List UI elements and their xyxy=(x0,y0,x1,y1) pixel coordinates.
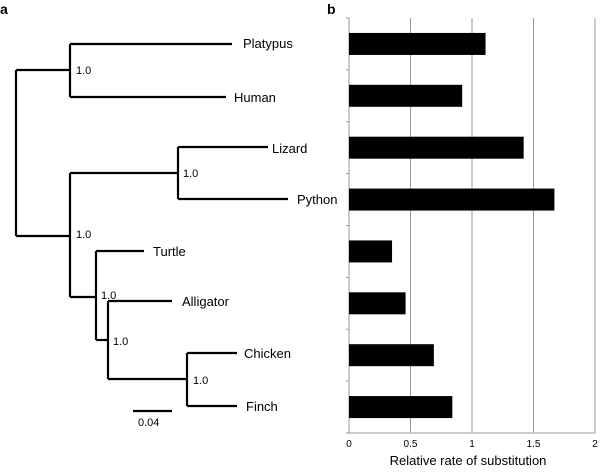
bar-turtle xyxy=(349,240,393,263)
support-value-mammals: 1.0 xyxy=(76,65,91,77)
x-axis-title: Relative rate of substitution xyxy=(390,453,547,468)
x-tick-label: 0 xyxy=(346,439,352,450)
support-value-birds: 1.0 xyxy=(193,375,208,387)
taxon-label-alligator: Alligator xyxy=(182,294,230,309)
bar-python xyxy=(349,188,555,211)
bar-chicken xyxy=(349,344,434,367)
x-ticks: 0 0.5 1 1.5 2 xyxy=(346,439,598,450)
panel-b-label: b xyxy=(327,1,336,17)
support-value-squamates: 1.0 xyxy=(183,168,198,180)
taxon-label-turtle: Turtle xyxy=(153,244,186,259)
grid-lines xyxy=(410,18,596,433)
x-tick-label: 2 xyxy=(592,439,598,450)
support-value-archosaurs: 1.0 xyxy=(101,290,116,302)
bar-lizard xyxy=(349,136,524,159)
taxon-label-human: Human xyxy=(234,90,276,105)
taxon-label-python: Python xyxy=(297,192,337,207)
taxon-label-lizard: Lizard xyxy=(272,141,307,156)
phylogenetic-tree xyxy=(14,42,288,413)
x-tick-label: 1 xyxy=(469,439,475,450)
y-ticks xyxy=(346,17,349,434)
taxon-label-chicken: Chicken xyxy=(244,346,291,361)
support-value-sauropsids: 1.0 xyxy=(76,229,91,241)
bar-finch xyxy=(349,396,453,419)
bars xyxy=(349,32,555,419)
bar-chart: 0 0.5 1 1.5 2 Relative rate of substitution xyxy=(346,17,598,468)
bar-human xyxy=(349,84,463,107)
panel-a-label: a xyxy=(0,1,8,17)
bar-platypus xyxy=(349,32,486,55)
bar-alligator xyxy=(349,292,406,315)
taxon-label-platypus: Platypus xyxy=(243,36,293,51)
support-value-archosaurs-2: 1.0 xyxy=(113,336,128,348)
x-tick-label: 0.5 xyxy=(404,439,418,450)
taxon-label-finch: Finch xyxy=(246,399,278,414)
x-tick-label: 1.5 xyxy=(527,439,541,450)
scale-bar-label: 0.04 xyxy=(138,417,159,429)
